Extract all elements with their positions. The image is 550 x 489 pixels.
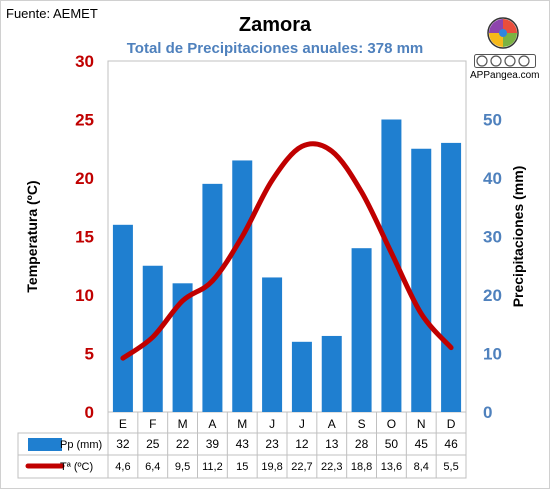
temperature-value: 18,8 <box>351 461 372 473</box>
precipitation-bar <box>232 160 253 412</box>
month-label: N <box>417 417 426 431</box>
right-axis-tick-label: 0 <box>483 403 492 422</box>
temperature-value: 22,3 <box>321 461 342 473</box>
precipitation-bar <box>172 283 193 412</box>
precipitation-bar <box>321 335 342 412</box>
right-axis-title: Precipitaciones (mm) <box>510 166 526 308</box>
chart-title: Zamora <box>238 14 312 36</box>
month-label: F <box>149 417 156 431</box>
precipitation-value: 22 <box>176 437 190 451</box>
right-axis-tick-label: 10 <box>483 345 502 364</box>
month-label: J <box>299 417 305 431</box>
month-label: S <box>358 417 366 431</box>
month-label: J <box>269 417 275 431</box>
right-axis-tick-label: 40 <box>483 169 502 188</box>
right-axis-tick-label: 50 <box>483 111 502 130</box>
left-axis-tick-label: 5 <box>85 345 94 364</box>
chart-subtitle: Total de Precipitaciones anuales: 378 mm <box>126 40 424 57</box>
precipitation-value: 32 <box>116 437 130 451</box>
month-label: A <box>208 417 216 431</box>
precipitation-bar <box>381 119 402 412</box>
left-axis-tick-label: 10 <box>75 286 94 305</box>
precipitation-value: 43 <box>236 437 250 451</box>
temperature-value: 8,4 <box>414 461 429 473</box>
puzzle-globe-logo-icon <box>487 17 519 49</box>
right-axis-tick-label: 30 <box>483 228 502 247</box>
source-label: Fuente: AEMET <box>6 6 98 21</box>
left-axis-tick-label: 0 <box>85 403 94 422</box>
precipitation-value: 13 <box>325 437 339 451</box>
left-axis-tick-label: 25 <box>75 111 94 130</box>
left-axis-tick-label: 20 <box>75 169 94 188</box>
brand-label: APPangea.com <box>470 70 540 81</box>
precipitation-bar <box>202 183 223 412</box>
precipitation-value: 12 <box>295 437 309 451</box>
month-label: M <box>237 417 247 431</box>
precipitation-bar <box>112 224 133 412</box>
legend-line-label: Tª (ºC) <box>60 461 93 473</box>
precipitation-bar <box>262 277 283 412</box>
temperature-value: 11,2 <box>202 461 223 473</box>
temperature-value: 9,5 <box>175 461 190 473</box>
left-axis-tick-label: 30 <box>75 52 94 71</box>
temperature-value: 19,8 <box>261 461 282 473</box>
month-label: D <box>447 417 456 431</box>
precipitation-bar <box>441 142 462 412</box>
legend-bar-swatch <box>28 438 62 451</box>
precipitation-value: 39 <box>206 437 220 451</box>
creative-commons-badge-icon <box>474 54 536 68</box>
temperature-value: 13,6 <box>381 461 402 473</box>
legend-bar-label: Pp (mm) <box>60 439 102 451</box>
precipitation-value: 46 <box>444 437 458 451</box>
temperature-value: 5,5 <box>443 461 458 473</box>
temperature-value: 22,7 <box>291 461 312 473</box>
temperature-value: 6,4 <box>145 461 160 473</box>
precipitation-value: 45 <box>415 437 429 451</box>
right-axis-tick-label: 20 <box>483 286 502 305</box>
month-label: O <box>387 417 396 431</box>
precipitation-value: 28 <box>355 437 369 451</box>
month-label: A <box>328 417 336 431</box>
precipitation-value: 23 <box>265 437 279 451</box>
month-label: E <box>119 417 127 431</box>
precipitation-value: 50 <box>385 437 399 451</box>
left-axis-title: Temperatura (ºC) <box>24 180 40 292</box>
temperature-value: 15 <box>236 461 248 473</box>
temperature-line <box>120 141 454 361</box>
precipitation-bar <box>411 148 432 412</box>
precipitation-value: 25 <box>146 437 160 451</box>
precipitation-bar <box>351 248 372 412</box>
temperature-value: 4,6 <box>115 461 130 473</box>
precipitation-bar <box>291 341 312 412</box>
month-label: M <box>178 417 188 431</box>
left-axis-tick-label: 15 <box>75 228 94 247</box>
